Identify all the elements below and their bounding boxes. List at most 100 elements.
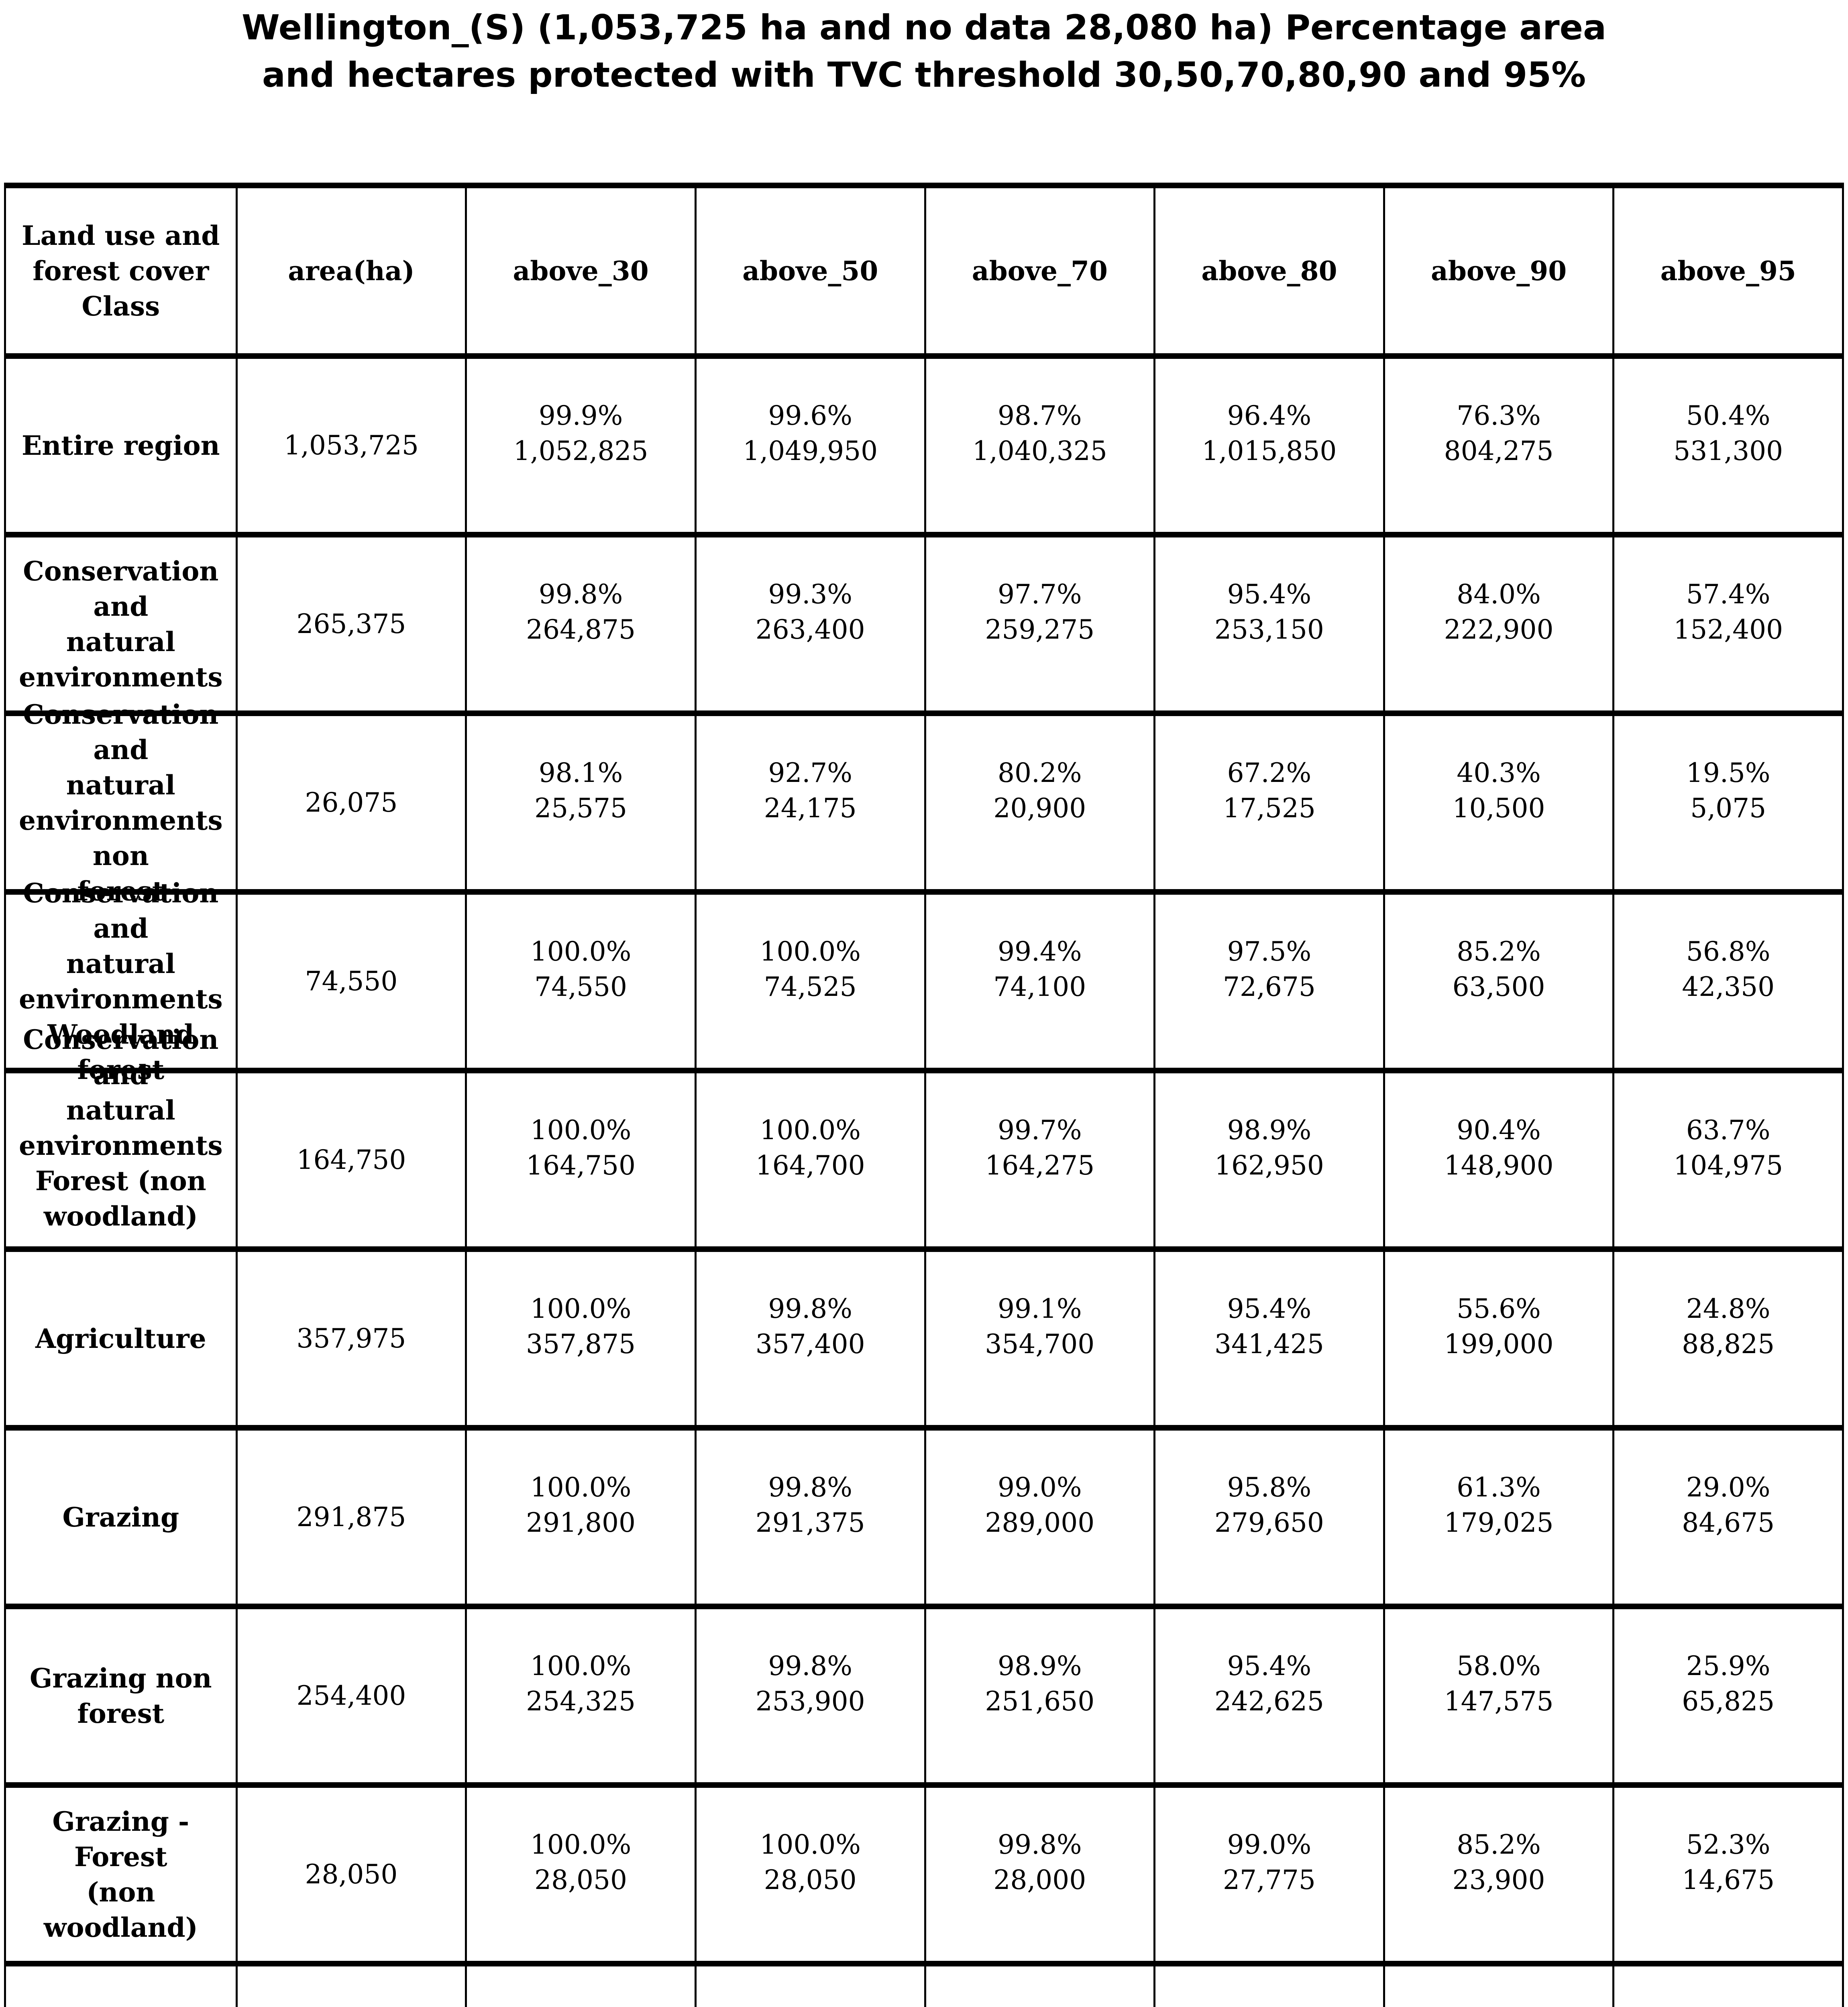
cell-above-50: 99.3% 263,400 — [694, 537, 924, 710]
row-label: Grazing non forest — [30, 1662, 212, 1729]
cell-above-90: 55.6% 199,000 — [1383, 1252, 1613, 1425]
cell-above-90: 85.2% 23,900 — [1383, 1788, 1613, 1961]
cell-above-95: 25.9% 65,825 — [1612, 1609, 1842, 1782]
cell-above-70: 99.8% 28,000 — [924, 1788, 1154, 1961]
cell-above-50: 100.0% 164,700 — [694, 1073, 924, 1246]
cell-above-90: 28.8% 17,575 — [1383, 1966, 1613, 2007]
cell-above-30: 100.0% 74,550 — [465, 895, 695, 1068]
cell-above-30: 100.0% 254,325 — [465, 1609, 695, 1782]
cell-above-80: 95.4% 242,625 — [1153, 1609, 1383, 1782]
table-row: Grazing - Forest (non woodland) 28,050 1… — [6, 1782, 1842, 1961]
row-label: Irrigation — [6, 1966, 236, 2007]
cell-above-50: 99.8% 357,400 — [694, 1252, 924, 1425]
header-area-ha: area(ha) — [235, 188, 465, 353]
cell-above-30: 99.8% 264,875 — [465, 537, 695, 710]
cell-above-95: 57.4% 152,400 — [1612, 537, 1842, 710]
cell-area: 26,075 — [235, 716, 465, 889]
cell-above-70: 99.7% 164,275 — [924, 1073, 1154, 1246]
table-row: Entire region 1,053,725 99.9% 1,052,825 … — [6, 353, 1842, 532]
cell-above-95: 29.0% 84,675 — [1612, 1431, 1842, 1604]
table-row: Conservation and natural environments Wo… — [6, 877, 1842, 1085]
row-label: Agriculture — [35, 1323, 206, 1354]
cell-above-70: 98.7% 1,040,325 — [924, 359, 1154, 532]
table-row: Agriculture 357,975 100.0% 357,875 99.8%… — [6, 1246, 1842, 1425]
cell-above-80: 95.4% 341,425 — [1153, 1252, 1383, 1425]
cell-above-80: 67.2% 17,525 — [1153, 716, 1383, 889]
cell-above-70: 98.9% 251,650 — [924, 1609, 1154, 1782]
row-label: Conservation and natural environments Fo… — [18, 1024, 223, 1232]
cell-above-80: 98.9% 162,950 — [1153, 1073, 1383, 1246]
cell-above-80: 95.4% 253,150 — [1153, 537, 1383, 710]
cell-above-95: 19.5% 5,075 — [1612, 716, 1842, 889]
cell-above-70: 99.5% 60,625 — [924, 1966, 1154, 2007]
cell-above-50: 99.9% 60,875 — [694, 1966, 924, 2007]
table-row: Grazing non forest 254,400 100.0% 254,32… — [6, 1604, 1842, 1782]
header-class: Land use and forest cover Class — [22, 220, 220, 322]
cell-above-50: 99.8% 291,375 — [694, 1431, 924, 1604]
cell-above-50: 92.7% 24,175 — [694, 716, 924, 889]
cell-above-80: 95.8% 279,650 — [1153, 1431, 1383, 1604]
cell-above-70: 99.0% 289,000 — [924, 1431, 1154, 1604]
row-label: Conservation and natural environments — [18, 555, 223, 693]
cell-above-30: 98.1% 25,575 — [465, 716, 695, 889]
cell-above-95: 5.3% 3,225 — [1612, 1966, 1842, 2007]
cell-above-95: 63.7% 104,975 — [1612, 1073, 1842, 1246]
cell-above-30: 100.0% 291,800 — [465, 1431, 695, 1604]
cell-above-50: 100.0% 28,050 — [694, 1788, 924, 1961]
cell-above-70: 99.1% 354,700 — [924, 1252, 1154, 1425]
table-row: Grazing 291,875 100.0% 291,800 99.8% 291… — [6, 1425, 1842, 1604]
cell-above-80: 99.0% 27,775 — [1153, 1788, 1383, 1961]
cell-above-70: 99.4% 74,100 — [924, 895, 1154, 1068]
row-label: Grazing — [62, 1501, 179, 1533]
cell-above-90: 40.3% 10,500 — [1383, 716, 1613, 889]
page-title: Wellington_(S) (1,053,725 ha and no data… — [242, 8, 1606, 95]
header-above-95: above_95 — [1612, 188, 1842, 353]
table-row: Irrigation 60,950 100.0% 60,925 99.9% 60… — [6, 1961, 1842, 2007]
header-above-70: above_70 — [924, 188, 1154, 353]
header-above-30: above_30 — [465, 188, 695, 353]
cell-above-30: 100.0% 28,050 — [465, 1788, 695, 1961]
cell-area: 291,875 — [235, 1431, 465, 1604]
cell-area: 28,050 — [235, 1788, 465, 1961]
table-header-row: Land use and forest cover Class area(ha)… — [6, 188, 1842, 353]
row-label: Grazing - Forest (non woodland) — [43, 1805, 198, 1943]
cell-above-95: 24.8% 88,825 — [1612, 1252, 1842, 1425]
cell-area: 254,400 — [235, 1609, 465, 1782]
cell-above-50: 99.8% 253,900 — [694, 1609, 924, 1782]
cell-above-95: 52.3% 14,675 — [1612, 1788, 1842, 1961]
cell-area: 265,375 — [235, 537, 465, 710]
row-label: Conservation and natural environments no… — [18, 698, 223, 907]
cell-above-30: 100.0% 164,750 — [465, 1073, 695, 1246]
cell-above-90: 76.3% 804,275 — [1383, 359, 1613, 532]
cell-above-30: 99.9% 1,052,825 — [465, 359, 695, 532]
cell-above-50: 100.0% 74,525 — [694, 895, 924, 1068]
data-table: Land use and forest cover Class area(ha)… — [4, 183, 1844, 2007]
cell-above-95: 56.8% 42,350 — [1612, 895, 1842, 1068]
header-above-90: above_90 — [1383, 188, 1613, 353]
cell-above-30: 100.0% 357,875 — [465, 1252, 695, 1425]
cell-above-30: 100.0% 60,925 — [465, 1966, 695, 2007]
table-row: Conservation and natural environments 26… — [6, 532, 1842, 710]
table-row: Conservation and natural environments no… — [6, 698, 1842, 907]
row-label: Conservation and natural environments Wo… — [18, 877, 223, 1085]
cell-area: 60,950 — [235, 1966, 465, 2007]
cell-above-70: 80.2% 20,900 — [924, 716, 1154, 889]
row-label: Entire region — [22, 429, 220, 461]
cell-area: 74,550 — [235, 895, 465, 1068]
cell-above-70: 97.7% 259,275 — [924, 537, 1154, 710]
cell-above-95: 50.4% 531,300 — [1612, 359, 1842, 532]
header-above-50: above_50 — [694, 188, 924, 353]
cell-above-80: 97.5% 72,675 — [1153, 895, 1383, 1068]
cell-above-80: 96.4% 1,015,850 — [1153, 359, 1383, 532]
cell-area: 357,975 — [235, 1252, 465, 1425]
cell-above-90: 58.0% 147,575 — [1383, 1609, 1613, 1782]
cell-above-90: 61.3% 179,025 — [1383, 1431, 1613, 1604]
header-above-80: above_80 — [1153, 188, 1383, 353]
cell-above-90: 85.2% 63,500 — [1383, 895, 1613, 1068]
cell-above-90: 84.0% 222,900 — [1383, 537, 1613, 710]
cell-above-90: 90.4% 148,900 — [1383, 1073, 1613, 1246]
cell-area: 1,053,725 — [235, 359, 465, 532]
cell-above-80: 93.4% 56,900 — [1153, 1966, 1383, 2007]
cell-area: 164,750 — [235, 1073, 465, 1246]
